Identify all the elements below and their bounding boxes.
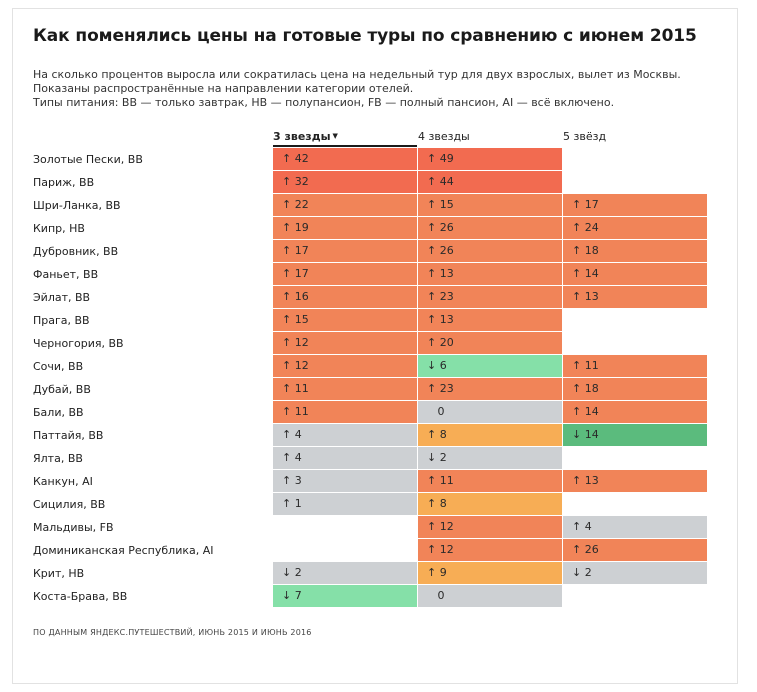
table-cell: ↑ 17: [273, 240, 417, 262]
table-cell: ↑ 3: [273, 470, 417, 492]
table-cell: ↑ 49: [418, 148, 562, 170]
row-label: Бали, BB: [33, 406, 84, 419]
table-cell: ↑ 12: [418, 516, 562, 538]
row-label: Фаньет, BB: [33, 268, 99, 281]
chart-subtitle-line-2: Показаны распространённые на направлении…: [33, 82, 414, 95]
chart-subtitle-line-1: На сколько процентов выросла или сократи…: [33, 68, 681, 81]
row-label: Доминиканская Республика, AI: [33, 544, 214, 557]
column-header-5-stars[interactable]: 5 звёзд: [563, 130, 607, 143]
table-cell: ↓ 7: [273, 585, 417, 607]
table-cell: ↑ 24: [563, 217, 707, 239]
row-label: Париж, BB: [33, 176, 95, 189]
column-header-3-stars[interactable]: 3 звезды ▼: [273, 130, 338, 143]
row-label: Кипр, HB: [33, 222, 85, 235]
row-label: Паттайя, BB: [33, 429, 104, 442]
row-label: Шри-Ланка, BB: [33, 199, 121, 212]
table-cell: ↑ 18: [563, 240, 707, 262]
row-label: Сочи, BB: [33, 360, 84, 373]
table-cell: ↑ 13: [563, 470, 707, 492]
row-label: Крит, HB: [33, 567, 85, 580]
table-cell: ↑ 8: [418, 493, 562, 515]
table-cell: ↑ 16: [273, 286, 417, 308]
table-cell: ↑ 19: [273, 217, 417, 239]
table-cell: ↑ 23: [418, 378, 562, 400]
table-cell: ↓ 2: [418, 447, 562, 469]
row-label: Ялта, BB: [33, 452, 83, 465]
table-cell: ↓ 6: [418, 355, 562, 377]
row-label: Эйлат, BB: [33, 291, 91, 304]
row-label: Сицилия, BB: [33, 498, 106, 511]
chart-subtitle-line-3: Типы питания: BB — только завтрак, HB — …: [33, 96, 615, 109]
row-label: Канкун, AI: [33, 475, 93, 488]
table-cell: ↑ 23: [418, 286, 562, 308]
table-cell: ↑ 12: [418, 539, 562, 561]
table-cell: ↑ 4: [273, 424, 417, 446]
table-cell: ↑ 14: [563, 263, 707, 285]
table-cell: ↓ 14: [563, 424, 707, 446]
table-cell: ↑ 11: [273, 378, 417, 400]
table-cell: ↑ 13: [418, 309, 562, 331]
table-cell: ↑ 26: [418, 217, 562, 239]
table-cell: ↑ 13: [418, 263, 562, 285]
table-cell: ↑ 9: [418, 562, 562, 584]
table-cell: 0: [418, 585, 562, 607]
table-cell: ↑ 13: [563, 286, 707, 308]
table-cell: ↑ 12: [273, 332, 417, 354]
table-cell: ↓ 2: [273, 562, 417, 584]
table-cell: ↑ 17: [273, 263, 417, 285]
table-cell: ↑ 11: [273, 401, 417, 423]
row-label: Дубай, BB: [33, 383, 91, 396]
column-header-3-stars-label: 3 звезды: [273, 130, 331, 143]
table-cell: ↑ 26: [418, 240, 562, 262]
chart-title: Как поменялись цены на готовые туры по с…: [33, 26, 697, 46]
chart-source: ПО ДАННЫМ ЯНДЕКС.ПУТЕШЕСТВИЙ, ИЮНЬ 2015 …: [33, 628, 312, 637]
table-cell: ↑ 42: [273, 148, 417, 170]
table-cell: ↑ 32: [273, 171, 417, 193]
table-cell: ↑ 4: [563, 516, 707, 538]
table-cell: ↑ 15: [273, 309, 417, 331]
row-label: Мальдивы, FB: [33, 521, 114, 534]
table-cell: ↑ 12: [273, 355, 417, 377]
table-cell: 0: [418, 401, 562, 423]
table-cell: ↑ 4: [273, 447, 417, 469]
table-cell: ↑ 15: [418, 194, 562, 216]
chart-card: [12, 8, 738, 684]
row-label: Золотые Пески, BB: [33, 153, 143, 166]
table-cell: ↑ 18: [563, 378, 707, 400]
table-cell: ↑ 11: [418, 470, 562, 492]
table-cell: ↑ 44: [418, 171, 562, 193]
row-label: Коста-Брава, BB: [33, 590, 128, 603]
table-cell: ↑ 17: [563, 194, 707, 216]
table-cell: ↑ 22: [273, 194, 417, 216]
sort-caret-icon: ▼: [332, 132, 338, 140]
table-cell: ↑ 8: [418, 424, 562, 446]
table-cell: ↑ 26: [563, 539, 707, 561]
row-label: Дубровник, BB: [33, 245, 119, 258]
active-column-underline: [273, 145, 417, 147]
row-label: Черногория, BB: [33, 337, 124, 350]
table-cell: ↑ 1: [273, 493, 417, 515]
table-cell: ↑ 11: [563, 355, 707, 377]
row-label: Прага, BB: [33, 314, 90, 327]
table-cell: ↓ 2: [563, 562, 707, 584]
column-header-4-stars[interactable]: 4 звезды: [418, 130, 470, 143]
table-cell: ↑ 14: [563, 401, 707, 423]
table-cell: ↑ 20: [418, 332, 562, 354]
